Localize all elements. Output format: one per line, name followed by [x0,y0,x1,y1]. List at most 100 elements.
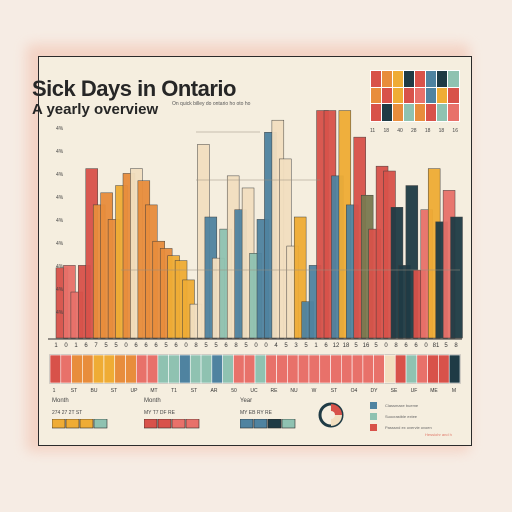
control-swatch[interactable] [144,419,158,429]
strip-bottom-label: UF [411,388,418,394]
y-tick-label: 4% [56,287,64,293]
x-tick-label: 0 [124,343,128,349]
legend-item: Passsnd ex overvie ovoen [370,424,432,431]
strip-bottom-label: UP [131,388,139,394]
control-swatch[interactable] [267,419,282,429]
x-tick-label: 6 [174,343,178,349]
strip-cell [341,354,353,384]
strip-cell [243,354,256,384]
strip-bottom-label: DY [371,388,379,394]
x-tick-label: 6 [134,343,138,349]
control-swatches [240,419,296,429]
strip-cell [82,354,94,384]
control-label: Month [52,398,69,404]
strip-bottom-label: UC [250,388,258,394]
credit-text: Hessiohr and h [425,432,452,437]
x-tick-label: 4 [274,343,278,349]
control-swatch[interactable] [93,419,108,429]
strip-bottom-label: NU [290,388,298,394]
y-tick-label: 4% [56,264,64,270]
x-tick-label: 5 [114,343,118,349]
strip-bottom-label: RE [271,388,279,394]
control-swatches [52,419,108,429]
legend-text: Suocrastble extee [385,414,418,419]
x-tick-label: 18 [343,343,350,349]
strip-cell [308,354,321,384]
chart-subtitle: A yearly overview [32,101,159,118]
x-tick-label: 81 [433,343,440,349]
strip-cell [125,354,137,384]
strip-bottom-label: ST [111,388,117,394]
strip-bottom-label: MT [150,388,157,394]
strip-cell [276,354,288,384]
legend-item: Suocrastble extee [370,413,417,420]
palette-cell [436,103,449,122]
control-swatch[interactable] [281,419,296,429]
x-tick-label: 5 [204,343,208,349]
palette-cell [370,70,383,89]
x-tick-label: 8 [234,343,238,349]
control-ticks: 274 27 2T ST [52,410,83,416]
palette-labels: 11 18 40 28 18 18 16 [370,128,458,134]
y-tick-label: 4% [56,149,64,155]
palette-label: 18 [383,128,389,134]
strip-cell [438,354,450,384]
palette-cell [447,86,460,106]
strip-bottom-label: BU [91,388,98,394]
x-tick-label: 5 [104,343,108,349]
palette-label: 16 [452,128,458,134]
strip-cell [448,354,461,384]
x-tick-label: 6 [144,343,148,349]
y-tick-label: 4% [56,241,64,247]
strip-cell [427,354,439,384]
palette-cell [425,103,438,122]
strip-bottom-label: M [452,388,456,394]
strip-bottom-label: 50 [231,388,237,394]
palette-cell [436,86,449,106]
x-tick-label: 0 [264,343,268,349]
control-swatch[interactable] [253,419,268,429]
strip-cell [297,354,310,384]
x-tick-label: 0 [254,343,258,349]
strip-cell [254,354,267,384]
palette-cell [403,70,416,89]
bar [405,185,419,339]
strip-cell [405,354,418,384]
strip-cell [416,354,428,384]
control-swatch[interactable] [171,419,186,429]
color-palette [370,70,460,122]
control-swatch[interactable] [240,419,254,429]
x-tick-label: 12 [333,343,340,349]
control-label: Year [240,398,253,404]
palette-cell [392,70,405,89]
control-swatch[interactable] [157,419,172,429]
x-tick-label: 5 [244,343,248,349]
control-swatch[interactable] [65,419,80,429]
palette-cell [403,86,416,106]
strip-cell [265,354,277,384]
strip-cell [92,354,105,384]
strip-bottom-label: 1 [53,388,56,394]
strip-cell [136,354,148,384]
strip-bottom-label: ME [430,388,438,394]
control-swatch[interactable] [185,419,200,429]
strip-cell [157,354,169,384]
palette-cell [370,86,383,106]
chart-title: Sick Days in Ontario [32,76,236,101]
x-tick-label: 5 [284,343,288,349]
x-tick-label: 7 [94,343,98,349]
control-swatch[interactable] [79,419,94,429]
control-swatch[interactable] [52,419,66,429]
palette-cell [381,70,394,89]
x-tick-label: 6 [224,343,228,349]
strip-cell [233,354,245,384]
legend-item: Classmaxe bueme [370,402,418,409]
palette-cell [392,86,405,106]
x-tick-label: 1 [74,343,78,349]
x-tick-label: 1 [54,343,58,349]
y-tick-label: 4% [56,172,64,178]
x-tick-label: 8 [194,343,198,349]
palette-label: 18 [424,128,431,134]
palette-label: 11 [370,128,376,134]
strip-cell [211,354,223,384]
